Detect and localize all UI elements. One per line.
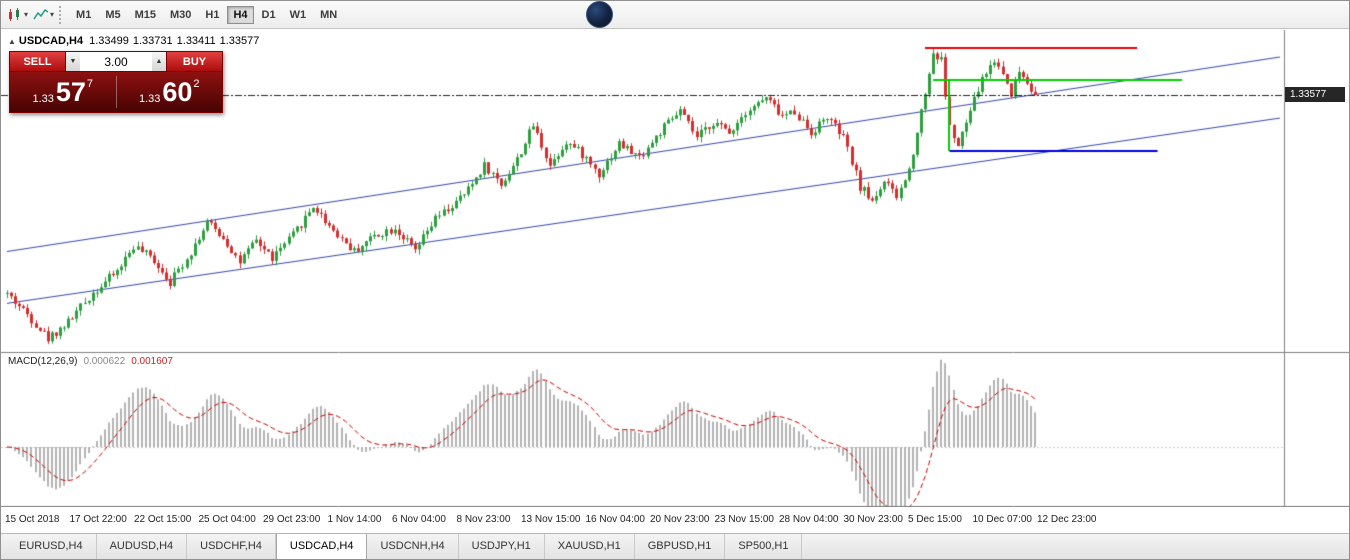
symbol-period-label: USDCAD,H4 xyxy=(18,35,84,47)
tab-audusd-h4[interactable]: AUDUSD,H4 xyxy=(97,534,188,559)
sell-price-small: 1.33 xyxy=(32,93,54,105)
timeframe-button-h1[interactable]: H1 xyxy=(205,8,220,21)
chart-ohlc-header: ▲ USDCAD,H4 1.33499 1.33731 1.33411 1.33577 xyxy=(8,35,263,47)
tab-gbpusd-h1[interactable]: GBPUSD,H1 xyxy=(635,534,726,559)
timeframe-button-m5[interactable]: M5 xyxy=(105,8,121,21)
sell-price-sup: 7 xyxy=(86,78,94,90)
crosshair-mode-icon[interactable]: ▾ xyxy=(31,6,56,24)
close-value: 1.33577 xyxy=(219,35,260,47)
timeframe-button-d1[interactable]: D1 xyxy=(261,8,276,21)
line-chart-glyph xyxy=(33,8,49,19)
time-axis-label: 23 Nov 15:00 xyxy=(714,514,775,525)
tab-sp500-h1[interactable]: SP500,H1 xyxy=(725,534,803,559)
sell-price-panel[interactable]: 1.33 57 7 xyxy=(10,72,116,112)
time-axis-label: 17 Oct 22:00 xyxy=(69,514,127,525)
time-axis-label: 29 Oct 23:00 xyxy=(263,514,321,525)
time-axis-label: 28 Nov 04:00 xyxy=(779,514,839,525)
buy-button[interactable]: BUY xyxy=(166,51,223,72)
time-axis-label: 12 Dec 23:00 xyxy=(1037,514,1097,525)
high-value: 1.33731 xyxy=(132,35,173,47)
time-axis-label: 6 Nov 04:00 xyxy=(392,514,446,525)
time-axis-label: 5 Dec 15:00 xyxy=(908,514,962,525)
trade-widget-price-row: 1.33 57 7 1.33 60 2 xyxy=(9,72,223,113)
macd-main-value: 0.000622 xyxy=(83,356,126,367)
macd-name: MACD(12,26,9) xyxy=(8,356,78,367)
timeframe-button-m15[interactable]: M15 xyxy=(134,8,156,21)
timeframe-group: M1 M5 M15 M30 H1 H4 D1 W1 MN xyxy=(69,5,344,24)
price-divider xyxy=(115,76,117,108)
time-axis: 15 Oct 2018 17 Oct 22:00 22 Oct 15:00 25 Oc… xyxy=(1,508,1284,533)
buy-price-panel[interactable]: 1.33 60 2 xyxy=(117,72,223,112)
time-axis-label: 22 Oct 15:00 xyxy=(134,514,192,525)
time-axis-label: 8 Nov 23:00 xyxy=(456,514,511,525)
macd-indicator-label: MACD(12,26,9) 0.000622 0.001607 xyxy=(8,356,173,367)
current-price-badge: 1.33577 xyxy=(1285,86,1345,102)
timeframe-button-m30[interactable]: M30 xyxy=(170,8,192,21)
chart-canvas[interactable] xyxy=(1,30,1349,507)
time-axis-label: 25 Oct 04:00 xyxy=(198,514,256,525)
low-value: 1.33411 xyxy=(176,35,216,47)
timeframe-button-w1[interactable]: W1 xyxy=(289,8,307,21)
buy-price-sup: 2 xyxy=(193,78,200,90)
timeframe-button-h4[interactable]: H4 xyxy=(227,5,254,24)
tab-usdjpy-h1[interactable]: USDJPY,H1 xyxy=(459,534,545,559)
open-value: 1.33499 xyxy=(89,35,129,47)
site-logo xyxy=(586,1,613,28)
time-axis-label: 10 Dec 07:00 xyxy=(972,514,1033,525)
lot-size-input[interactable]: 3.00 xyxy=(80,51,152,72)
time-axis-label: 16 Nov 04:00 xyxy=(585,514,646,525)
buy-price-small: 1.33 xyxy=(138,93,161,105)
tab-usdchf-h4[interactable]: USDCHF,H4 xyxy=(187,534,276,559)
toolbar-grip xyxy=(59,5,64,24)
time-axis-label: 30 Nov 23:00 xyxy=(843,514,904,525)
chevron-down-icon: ▾ xyxy=(24,10,29,19)
toolbar: ▾ ▾ M1 M5 M15 M30 H1 H4 D1 W1 MN xyxy=(1,1,1349,29)
macd-signal-value: 0.001607 xyxy=(131,356,173,367)
tab-usdcnh-h4[interactable]: USDCNH,H4 xyxy=(367,534,459,559)
tab-usdcad-h4[interactable]: USDCAD,H4 xyxy=(275,534,368,559)
sell-price-big: 57 xyxy=(55,76,86,107)
tab-xauusd-h1[interactable]: XAUUSD,H1 xyxy=(545,534,635,559)
time-axis-label: 20 Nov 23:00 xyxy=(650,514,710,525)
trade-widget-top-row: SELL ▼ 3.00 ▲ BUY xyxy=(9,51,223,72)
one-click-trading-widget: SELL ▼ 3.00 ▲ BUY 1.33 57 7 1.33 60 2 xyxy=(9,51,223,113)
tab-eurusd-h4[interactable]: EURUSD,H4 xyxy=(6,534,97,559)
time-axis-label: 15 Oct 2018 xyxy=(5,514,60,525)
chart-type-icon[interactable]: ▾ xyxy=(5,6,30,24)
sell-button[interactable]: SELL xyxy=(9,51,66,72)
chart-tab-bar: EURUSD,H4 AUDUSD,H4 USDCHF,H4 USDCAD,H4 USDC… xyxy=(1,533,1349,559)
time-axis-label: 1 Nov 14:00 xyxy=(327,514,382,525)
timeframe-button-m1[interactable]: M1 xyxy=(76,8,92,21)
collapse-widget-icon[interactable]: ▲ xyxy=(8,37,16,46)
candlestick-glyph xyxy=(9,7,19,21)
buy-price-big: 60 xyxy=(162,76,193,107)
timeframe-button-mn[interactable]: MN xyxy=(320,8,338,21)
lot-decrease-button[interactable]: ▼ xyxy=(66,51,80,72)
time-axis-label: 13 Nov 15:00 xyxy=(521,514,581,525)
chevron-down-icon: ▾ xyxy=(50,10,55,19)
lot-increase-button[interactable]: ▲ xyxy=(152,51,166,72)
